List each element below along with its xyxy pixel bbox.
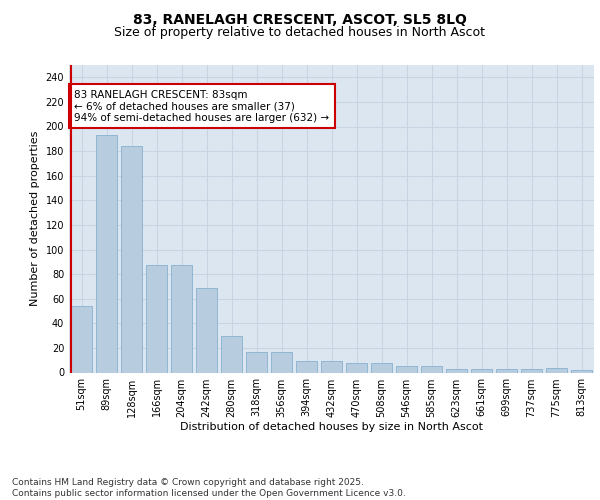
Bar: [321, 362, 342, 372]
Bar: [571, 370, 592, 372]
Text: Size of property relative to detached houses in North Ascot: Size of property relative to detached ho…: [115, 26, 485, 39]
Bar: [71, 306, 92, 372]
Bar: [296, 362, 317, 372]
Bar: [371, 362, 392, 372]
Text: 83 RANELAGH CRESCENT: 83sqm
← 6% of detached houses are smaller (37)
94% of semi: 83 RANELAGH CRESCENT: 83sqm ← 6% of deta…: [74, 90, 329, 123]
Bar: [146, 266, 167, 372]
Bar: [471, 369, 492, 372]
Bar: [271, 352, 292, 372]
Bar: [546, 368, 567, 372]
Bar: [521, 369, 542, 372]
Text: 83, RANELAGH CRESCENT, ASCOT, SL5 8LQ: 83, RANELAGH CRESCENT, ASCOT, SL5 8LQ: [133, 13, 467, 27]
Bar: [446, 369, 467, 372]
Bar: [221, 336, 242, 372]
Bar: [496, 369, 517, 372]
Bar: [396, 366, 417, 372]
Bar: [421, 366, 442, 372]
Text: Contains HM Land Registry data © Crown copyright and database right 2025.
Contai: Contains HM Land Registry data © Crown c…: [12, 478, 406, 498]
Bar: [121, 146, 142, 372]
Y-axis label: Number of detached properties: Number of detached properties: [30, 131, 40, 306]
Bar: [96, 135, 117, 372]
Bar: [346, 362, 367, 372]
Bar: [171, 266, 192, 372]
X-axis label: Distribution of detached houses by size in North Ascot: Distribution of detached houses by size …: [180, 422, 483, 432]
Bar: [246, 352, 267, 372]
Bar: [196, 288, 217, 372]
